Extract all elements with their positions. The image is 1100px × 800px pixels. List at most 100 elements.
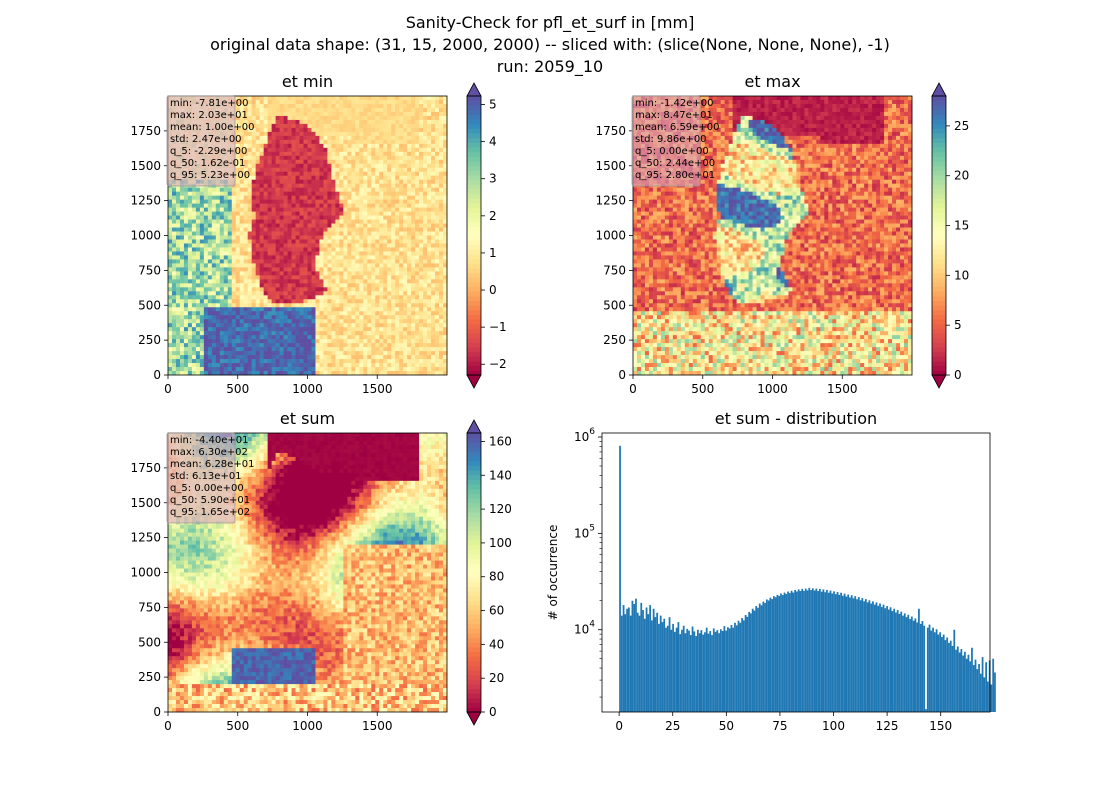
heatmap-cell [300,148,304,152]
heatmap-cell [252,116,256,120]
heatmap-cell [192,208,196,212]
heatmap-cell [200,196,204,200]
heatmap-cell [248,347,252,351]
colorbar-segment [467,133,481,138]
heatmap-cell [292,267,296,271]
heatmap-cell [439,216,443,220]
heatmap-cell [276,311,280,315]
heatmap-cell [315,363,319,367]
heatmap-cell [367,180,371,184]
heatmap-cell [228,331,232,335]
heatmap-cell [212,367,216,371]
heatmap-cell [248,295,252,299]
heatmap-cell [268,160,272,164]
heatmap-cell [407,307,411,311]
heatmap-cell [323,287,327,291]
heatmap-cell [308,148,312,152]
heatmap-cell [300,196,304,200]
heatmap-cell [419,335,423,339]
heatmap-cell [335,323,339,327]
heatmap-cell [260,108,264,112]
heatmap-cell [339,291,343,295]
heatmap-cell [236,287,240,291]
heatmap-cell [280,267,284,271]
heatmap-cell [347,351,351,355]
heatmap-cell [415,236,419,240]
heatmap-cell [292,216,296,220]
heatmap-cell [315,220,319,224]
heatmap-cell [331,359,335,363]
heatmap-cell [280,196,284,200]
heatmap-cell [184,335,188,339]
heatmap-cell [272,192,276,196]
heatmap-cell [292,243,296,247]
heatmap-cell [276,315,280,319]
heatmap-cell [228,299,232,303]
heatmap-cell [304,271,308,275]
heatmap-cell [280,208,284,212]
heatmap-cell [311,188,315,192]
heatmap-cell [347,331,351,335]
heatmap-cell [399,104,403,108]
heatmap-cell [355,204,359,208]
heatmap-cell [415,363,419,367]
heatmap-cell [228,343,232,347]
heatmap-cell [339,315,343,319]
heatmap-cell [367,160,371,164]
heatmap-cell [296,335,300,339]
heatmap-cell [367,168,371,172]
heatmap-cell [431,291,435,295]
heatmap-cell [415,303,419,307]
heatmap-cell [407,112,411,116]
heatmap-cell [411,236,415,240]
heatmap-cell [415,355,419,359]
heatmap-cell [415,287,419,291]
heatmap-cell [423,192,427,196]
heatmap-cell [315,283,319,287]
heatmap-cell [204,363,208,367]
heatmap-cell [288,255,292,259]
heatmap-cell [423,307,427,311]
heatmap-cell [383,100,387,104]
heatmap-cell [343,120,347,124]
heatmap-cell [403,140,407,144]
heatmap-cell [439,295,443,299]
heatmap-cell [399,236,403,240]
heatmap-cell [232,315,236,319]
heatmap-cell [284,232,288,236]
heatmap-cell [387,243,391,247]
heatmap-cell [415,212,419,216]
heatmap-cell [335,196,339,200]
heatmap-cell [300,283,304,287]
heatmap-cell [371,128,375,132]
heatmap-cell [359,124,363,128]
heatmap-cell [331,363,335,367]
heatmap-cell [311,124,315,128]
heatmap-cell [288,323,292,327]
heatmap-cell [359,196,363,200]
heatmap-cell [311,359,315,363]
heatmap-cell [319,267,323,271]
heatmap-cell [176,347,180,351]
heatmap-cell [375,259,379,263]
heatmap-cell [220,291,224,295]
heatmap-cell [264,283,268,287]
heatmap-cell [319,196,323,200]
colorbar-segment [467,156,481,161]
heatmap-cell [323,279,327,283]
heatmap-cell [335,220,339,224]
heatmap-cell [288,172,292,176]
heatmap-cell [224,327,228,331]
heatmap-cell [347,228,351,232]
heatmap-cell [228,196,232,200]
heatmap-cell [411,271,415,275]
heatmap-cell [399,168,403,172]
heatmap-cell [327,363,331,367]
heatmap-cell [220,283,224,287]
heatmap-cell [435,168,439,172]
heatmap-cell [407,212,411,216]
heatmap-cell [439,224,443,228]
heatmap-cell [172,343,176,347]
heatmap-cell [427,319,431,323]
heatmap-cell [300,287,304,291]
